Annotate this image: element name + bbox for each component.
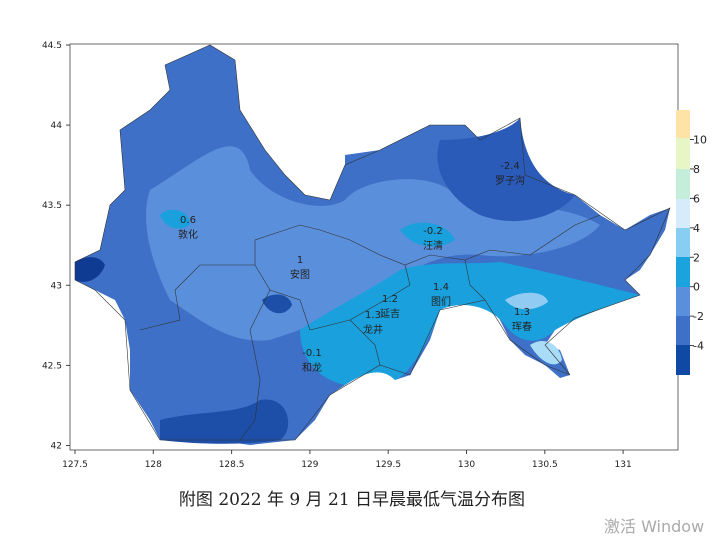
colorbar-label: -2 bbox=[693, 310, 704, 323]
y-tick-label: 42 bbox=[51, 442, 62, 452]
x-tick-label: 127.5 bbox=[62, 460, 88, 470]
watermark: 激活 Window bbox=[604, 517, 704, 536]
colorbar-label: 0 bbox=[693, 281, 700, 294]
y-tick-label: 44 bbox=[51, 121, 63, 131]
colorbar-label: -4 bbox=[693, 340, 704, 353]
station-name: 敦化 bbox=[178, 228, 198, 241]
station-value: -0.1 bbox=[302, 348, 322, 359]
station-value: -0.2 bbox=[423, 226, 443, 237]
y-tick-label: 43.5 bbox=[42, 201, 62, 211]
colorbar-label: 10 bbox=[693, 134, 707, 147]
station-name: 珲春 bbox=[512, 321, 532, 333]
colorbar bbox=[676, 110, 690, 375]
station-value: 1.2 bbox=[382, 294, 398, 305]
temperature-map bbox=[74, 44, 671, 445]
station-name: 汪清 bbox=[423, 239, 443, 252]
station-value: -2.4 bbox=[500, 161, 520, 172]
station-name: 图们 bbox=[431, 295, 451, 308]
station-value: 0.6 bbox=[180, 215, 196, 226]
y-tick-label: 42.5 bbox=[42, 361, 62, 371]
colorbar-label: 4 bbox=[693, 222, 700, 235]
station-name: 安图 bbox=[290, 268, 310, 281]
x-tick-label: 129.5 bbox=[375, 460, 401, 470]
x-tick-label: 129 bbox=[301, 460, 318, 470]
colorbar-label: 6 bbox=[693, 192, 700, 205]
x-tick-label: 128 bbox=[145, 460, 162, 470]
station-name: 罗子沟 bbox=[495, 174, 525, 187]
station-value: 1.3 bbox=[365, 310, 381, 321]
caption: 附图 2022 年 9 月 21 日早晨最低气温分布图 bbox=[179, 490, 525, 510]
station-name: 延吉 bbox=[380, 308, 400, 320]
station-value: 1.4 bbox=[433, 282, 449, 293]
colorbar-label: 8 bbox=[693, 163, 700, 176]
x-tick-label: 128.5 bbox=[219, 460, 245, 470]
y-tick-label: 44.5 bbox=[42, 41, 62, 51]
station-name: 龙井 bbox=[363, 323, 383, 336]
x-tick-label: 130 bbox=[458, 460, 475, 470]
x-tick-label: 131 bbox=[615, 460, 632, 470]
colorbar-label: 2 bbox=[693, 251, 700, 264]
station-value: 1.3 bbox=[514, 307, 530, 318]
station-value: 1 bbox=[297, 255, 303, 266]
x-tick-label: 130.5 bbox=[532, 460, 558, 470]
y-tick-label: 43 bbox=[51, 281, 62, 291]
station-name: 和龙 bbox=[302, 361, 322, 374]
